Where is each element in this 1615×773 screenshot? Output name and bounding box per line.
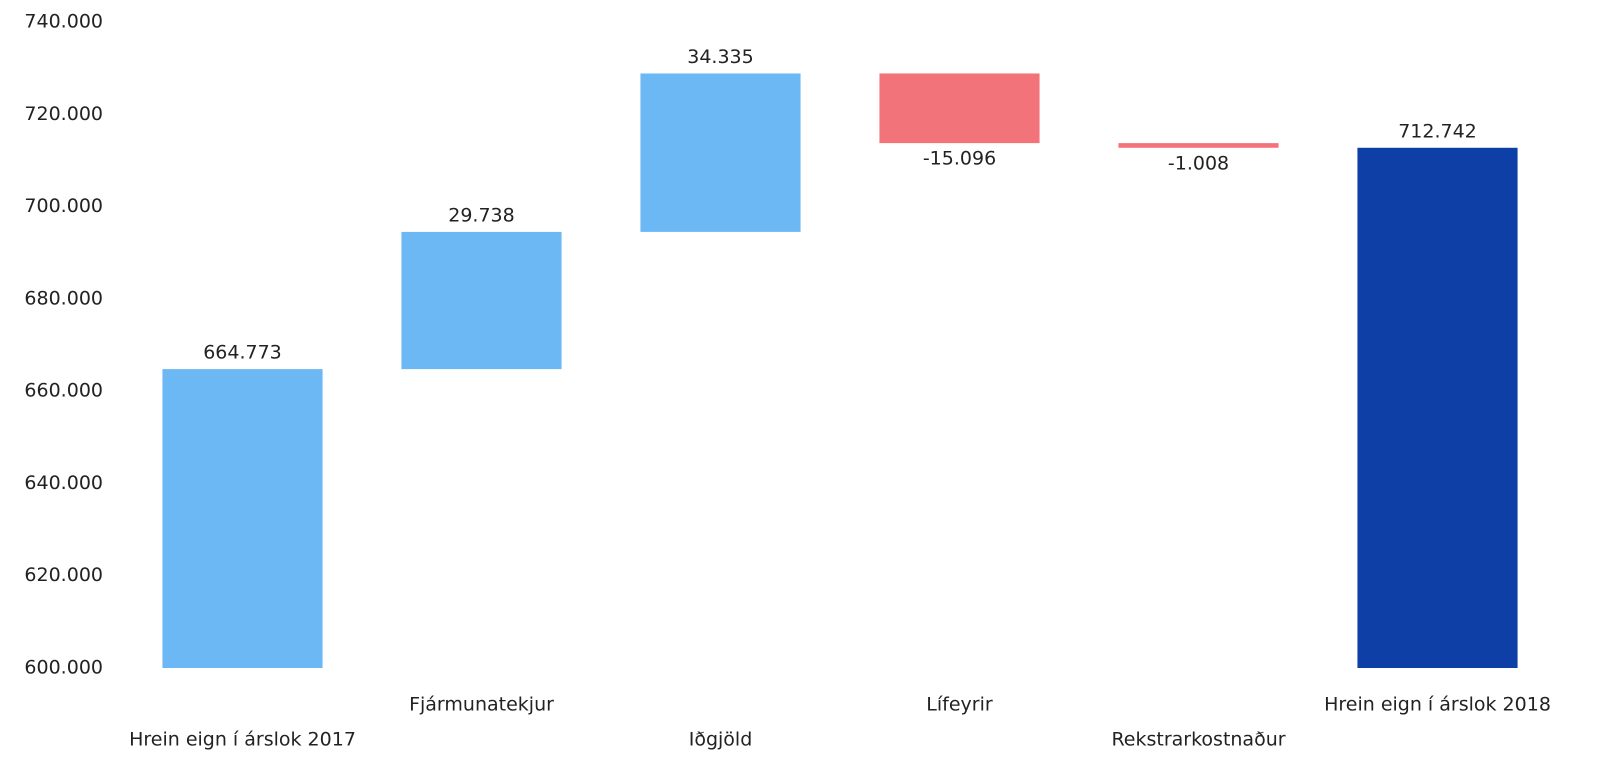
y-tick-label: 680.000 <box>24 287 103 309</box>
bar <box>162 369 323 668</box>
x-tick-label: Lífeyrir <box>926 694 993 716</box>
x-tick-label: Fjármunatekjur <box>409 694 554 716</box>
y-tick-label: 720.000 <box>24 103 103 125</box>
bar <box>879 73 1040 144</box>
y-tick-label: 640.000 <box>24 472 103 494</box>
x-tick-label: Hrein eign í árslok 2018 <box>1324 694 1551 716</box>
bar <box>1357 147 1518 669</box>
value-label: 712.742 <box>1398 120 1477 142</box>
y-tick-label: 660.000 <box>24 380 103 402</box>
x-tick-label: Rekstrarkostnaður <box>1111 729 1285 751</box>
bar <box>401 231 562 370</box>
bar <box>1118 143 1279 148</box>
value-label: 29.738 <box>448 204 514 226</box>
y-tick-label: 600.000 <box>24 657 103 679</box>
x-tick-label: Hrein eign í árslok 2017 <box>129 729 356 751</box>
value-label: -15.096 <box>923 148 996 170</box>
x-tick-label: Iðgjöld <box>689 729 753 751</box>
value-label: 664.773 <box>203 342 282 364</box>
value-label: 34.335 <box>687 46 753 68</box>
y-tick-label: 700.000 <box>24 195 103 217</box>
value-label: -1.008 <box>1168 152 1229 174</box>
y-tick-label: 740.000 <box>24 11 103 33</box>
bar <box>640 73 801 232</box>
y-tick-label: 620.000 <box>24 564 103 586</box>
